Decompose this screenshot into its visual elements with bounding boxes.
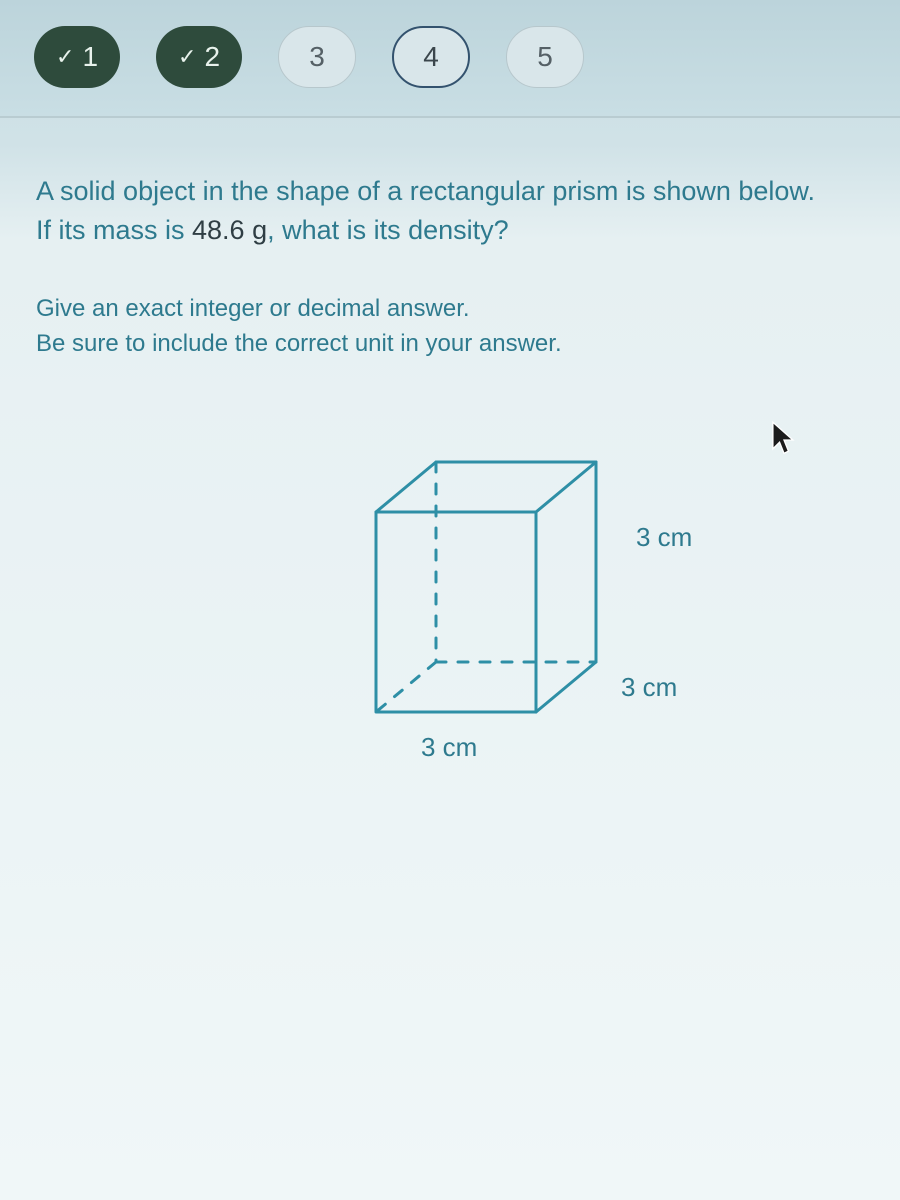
instruction-line-1: Give an exact integer or decimal answer. bbox=[36, 292, 864, 327]
width-label: 3 cm bbox=[421, 732, 477, 763]
page-root: ✓ 1 ✓ 2 3 4 5 A solid object in the shap… bbox=[0, 0, 900, 1200]
prism-svg bbox=[346, 432, 646, 772]
nav-pill-2[interactable]: ✓ 2 bbox=[156, 26, 242, 88]
question-line-1: A solid object in the shape of a rectang… bbox=[36, 172, 864, 211]
question-nav: ✓ 1 ✓ 2 3 4 5 bbox=[0, 0, 900, 118]
nav-pill-3[interactable]: 3 bbox=[278, 26, 356, 88]
nav-pill-label: 2 bbox=[204, 41, 220, 73]
instructions: Give an exact integer or decimal answer.… bbox=[36, 292, 864, 362]
question-line-2: If its mass is 48.6 g, what is its densi… bbox=[36, 211, 864, 250]
depth-label: 3 cm bbox=[621, 672, 677, 703]
prism-diagram: 3 cm 3 cm 3 cm bbox=[36, 372, 864, 892]
check-icon: ✓ bbox=[178, 46, 196, 68]
nav-pill-label: 4 bbox=[423, 41, 439, 73]
mass-value: 48.6 g bbox=[192, 215, 267, 245]
nav-pill-1[interactable]: ✓ 1 bbox=[34, 26, 120, 88]
nav-pill-label: 3 bbox=[309, 41, 325, 73]
instruction-line-2: Be sure to include the correct unit in y… bbox=[36, 327, 864, 362]
nav-pill-4[interactable]: 4 bbox=[392, 26, 470, 88]
check-icon: ✓ bbox=[56, 46, 74, 68]
nav-pill-label: 5 bbox=[537, 41, 553, 73]
question-line-2-prefix: If its mass is bbox=[36, 215, 192, 245]
nav-pill-5[interactable]: 5 bbox=[506, 26, 584, 88]
height-label: 3 cm bbox=[636, 522, 692, 553]
nav-pill-label: 1 bbox=[82, 41, 98, 73]
question-content: A solid object in the shape of a rectang… bbox=[0, 118, 900, 892]
question-line-2-suffix: , what is its density? bbox=[267, 215, 509, 245]
